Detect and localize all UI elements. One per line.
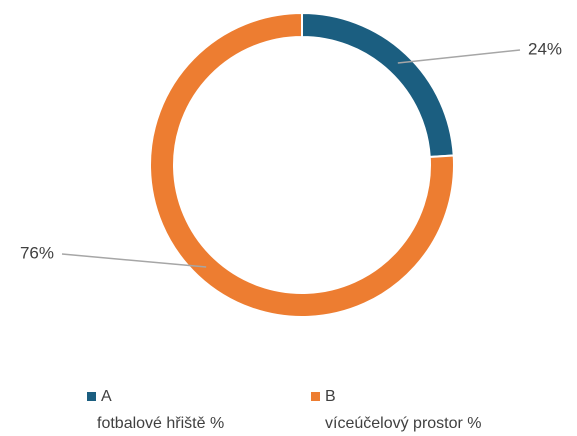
data-label: 24% [528,39,562,58]
donut-segment [149,11,455,318]
leader-line [61,253,207,268]
legend-label: A [101,388,112,405]
donut-segment [301,11,455,159]
legend-label: B [325,388,336,405]
data-label: 76% [20,243,54,262]
leader-line [397,49,521,64]
legend-swatch [87,392,96,401]
legend-description: fotbalové hřiště % [97,415,224,432]
legend-swatch [311,392,320,401]
legend-description: víceúčelový prostor % [325,415,482,432]
